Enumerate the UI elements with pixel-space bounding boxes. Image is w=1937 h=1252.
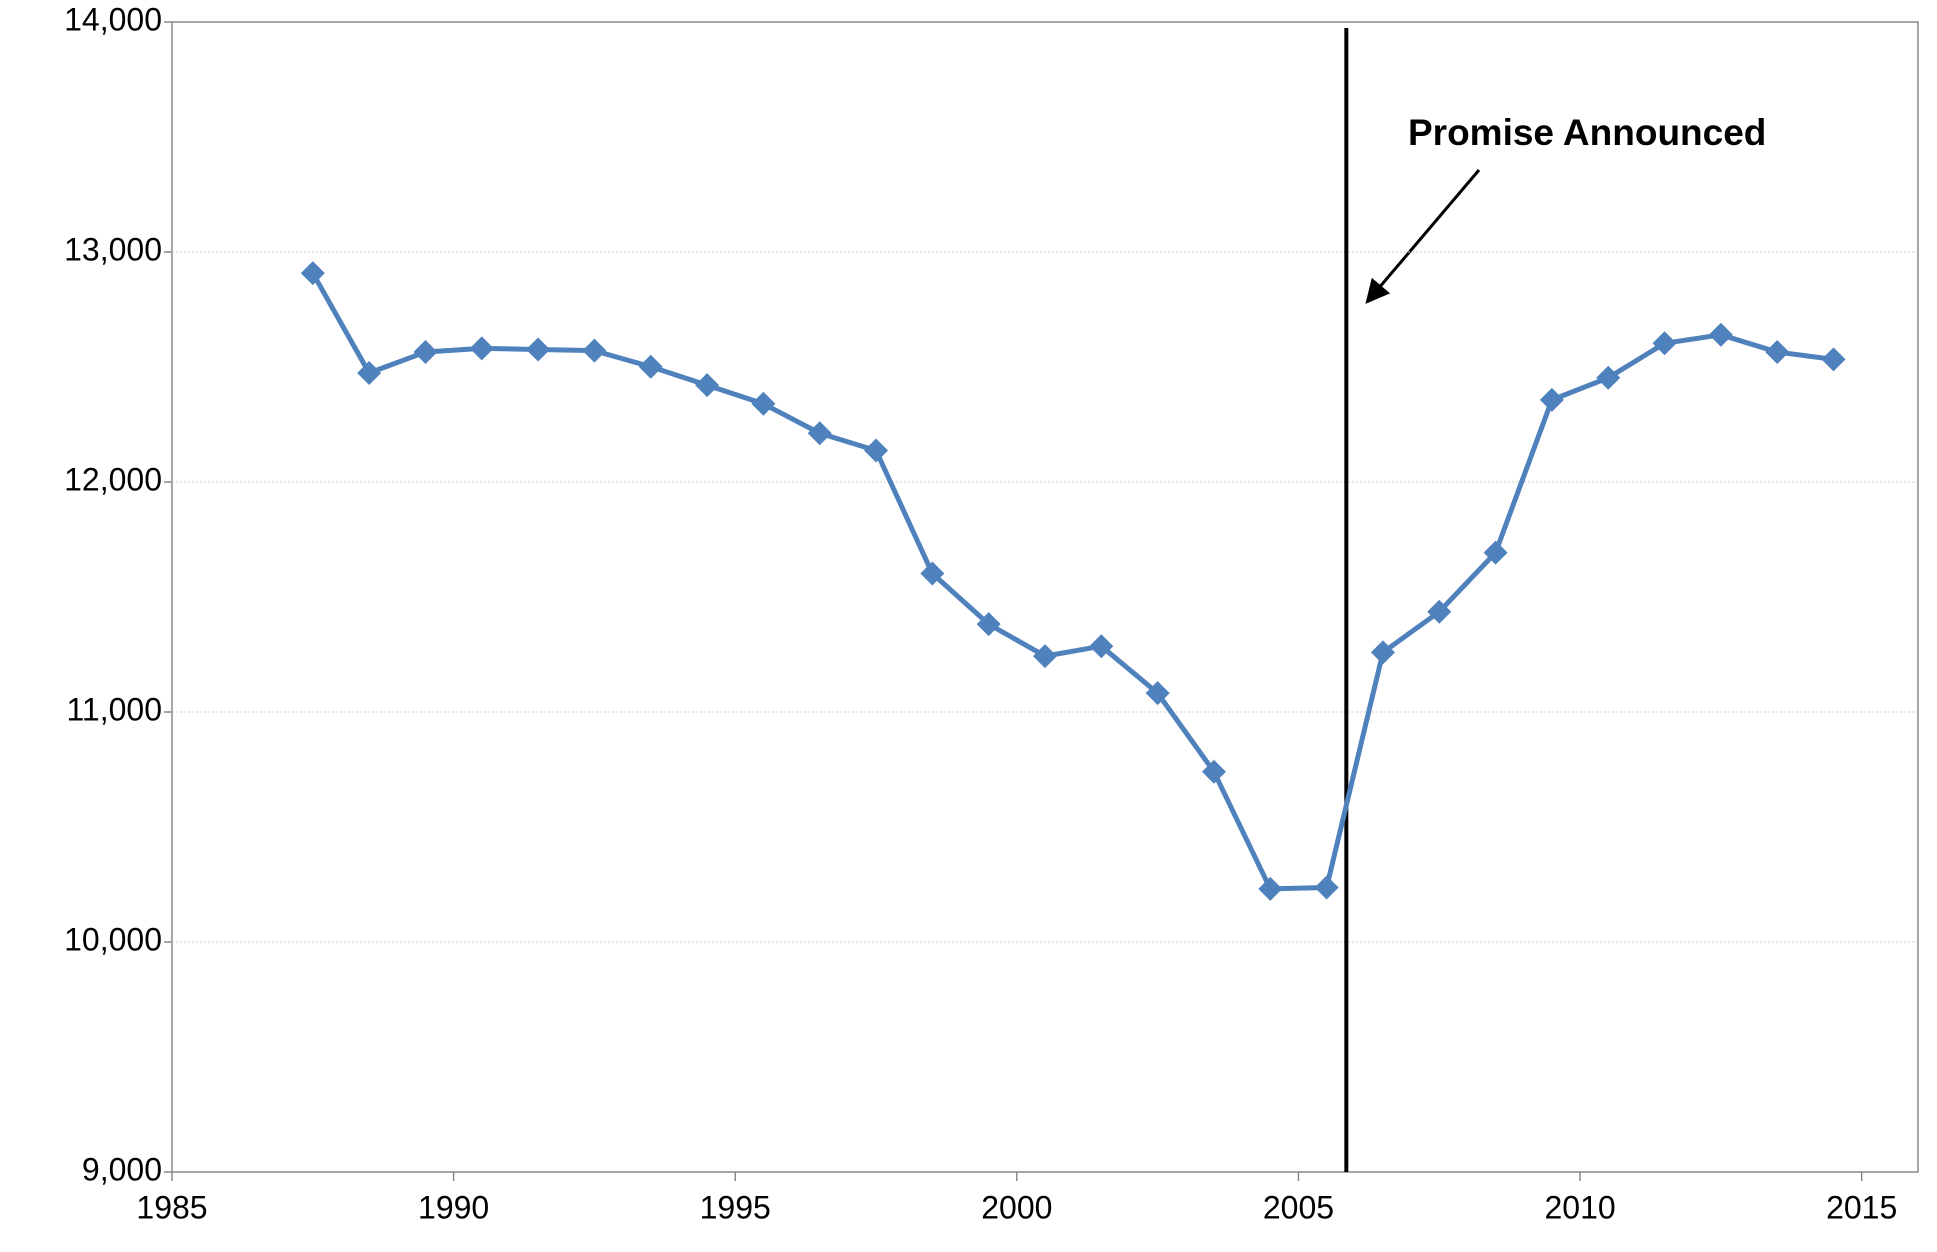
point-marker (1089, 634, 1114, 659)
y-tick-label: 12,000 (64, 461, 162, 497)
y-tick-label: 10,000 (64, 921, 162, 957)
x-tick-label: 1985 (136, 1189, 207, 1225)
point-marker (526, 337, 551, 362)
point-marker (582, 338, 607, 363)
point-marker (1033, 644, 1057, 669)
point-marker (1539, 387, 1564, 412)
x-tick-label: 2015 (1826, 1189, 1897, 1225)
x-tick-label: 1995 (700, 1189, 771, 1225)
point-marker (920, 561, 945, 586)
point-marker (413, 340, 438, 365)
point-marker (1314, 875, 1339, 900)
point-marker (1708, 322, 1733, 347)
point-marker (357, 360, 382, 385)
point-marker (638, 354, 663, 379)
point-marker (469, 336, 494, 361)
point-marker (1258, 876, 1283, 901)
annotation-text: Promise Announced (1408, 112, 1766, 153)
point-marker (1145, 681, 1170, 706)
point-marker (1427, 599, 1452, 624)
point-marker (976, 612, 1001, 637)
point-marker (751, 391, 776, 416)
point-marker (807, 421, 832, 446)
y-tick-label: 9,000 (82, 1151, 162, 1187)
x-tick-label: 2005 (1263, 1189, 1334, 1225)
point-marker (1596, 365, 1621, 390)
x-tick-label: 1990 (418, 1189, 489, 1225)
y-tick-label: 11,000 (67, 691, 163, 727)
point-marker (1483, 540, 1508, 565)
point-marker (695, 373, 720, 398)
point-marker (1765, 340, 1790, 365)
point-marker (300, 261, 325, 286)
x-tick-label: 2010 (1544, 1189, 1615, 1225)
x-tick-label: 2000 (981, 1189, 1052, 1225)
point-marker (864, 438, 889, 463)
series-line (310, 271, 1834, 892)
annotation-arrow (1365, 169, 1481, 304)
y-tick-label: 13,000 (64, 231, 162, 267)
point-marker (1201, 759, 1226, 784)
point-marker (1652, 331, 1677, 356)
plot-frame (171, 21, 1919, 1173)
point-marker (1821, 347, 1846, 372)
point-marker (1370, 640, 1395, 665)
y-tick-label: 14,000 (64, 1, 162, 37)
